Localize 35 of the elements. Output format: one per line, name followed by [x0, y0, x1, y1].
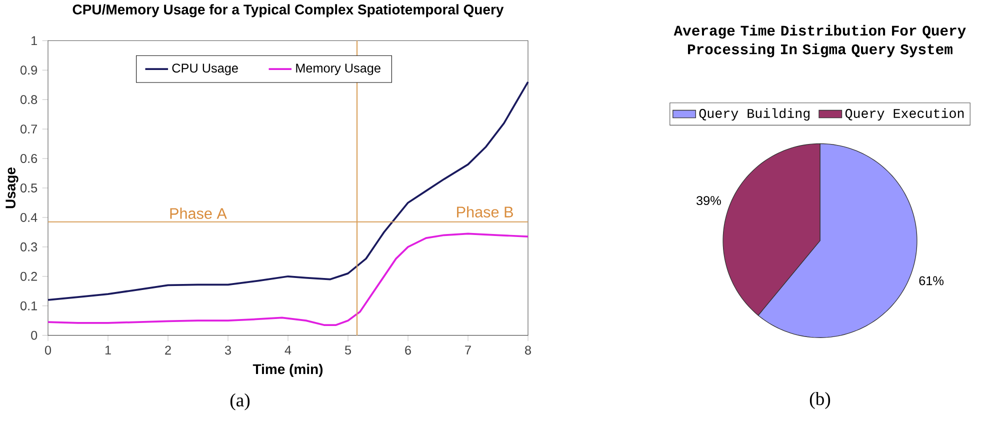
y-tick-label: 0 [31, 330, 38, 340]
x-tick-label: 4 [284, 346, 292, 354]
x-tick-label: 2 [165, 346, 171, 355]
y-tick-label: 0.9 [20, 66, 38, 75]
annotation: Phase A [170, 208, 227, 219]
y-tick-label: 0.2 [20, 272, 37, 281]
x-tick-label: 8 [525, 346, 531, 355]
annotation: Phase B [457, 206, 513, 218]
x-tick-label: 3 [224, 346, 231, 355]
y-tick-label: 0.1 [20, 301, 37, 310]
x-tick-label: 5 [344, 346, 352, 355]
x-tick-label: 6 [405, 346, 411, 355]
legend-label: Query Execution [845, 108, 964, 121]
y-tick-label: 1 [32, 36, 37, 46]
y-tick-label: 0.6 [20, 154, 38, 164]
y-axis-title: Usage [6, 167, 18, 208]
legend-label: Query Building [699, 108, 810, 121]
x-tick-label: 7 [465, 346, 471, 354]
chart-title: Average Time Distribution For Query Processing In Sigma Query System [674, 24, 966, 58]
y-tick-label: 0.5 [20, 184, 38, 192]
x-axis-title: Time (min) [252, 364, 323, 377]
chart-title: CPU/Memory Usage for a Typical Complex Spatiotemporal Query [72, 4, 504, 18]
x-tick-label: 1 [105, 346, 111, 354]
text: (a) [230, 393, 250, 410]
legend-label: Memory Usage [296, 64, 380, 76]
data-label: 39% [696, 196, 721, 206]
legend-label: CPU Usage [172, 64, 238, 76]
y-tick-label: 0.7 [20, 124, 37, 134]
x-tick-label: 0 [44, 346, 52, 355]
text: (b) [810, 392, 830, 409]
line-series [47, 80, 529, 301]
y-tick-label: 0.4 [20, 212, 38, 222]
y-tick-label: 0.8 [20, 95, 38, 104]
data-label: 61% [919, 276, 944, 286]
y-tick-label: 0.3 [20, 242, 38, 252]
